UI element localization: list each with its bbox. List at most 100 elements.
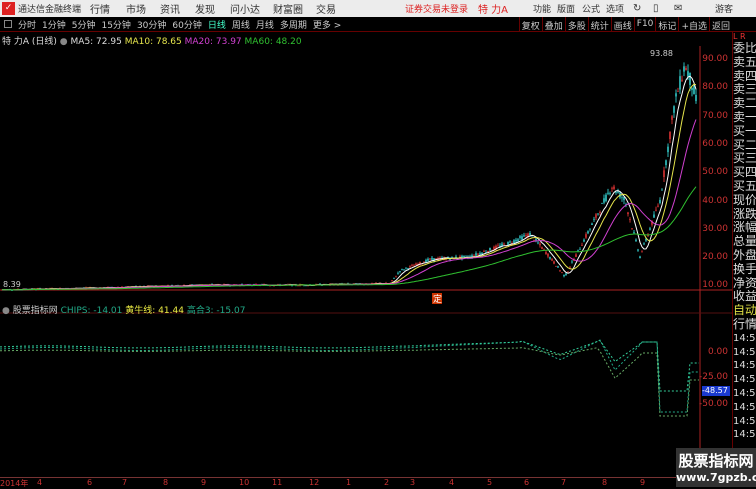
candle-body: [633, 232, 635, 234]
menu-quotes[interactable]: 行情: [90, 5, 110, 16]
side-trade-row: 14:56: [733, 429, 756, 441]
ma5-value: MA5: 72.95: [70, 37, 122, 47]
candle-body: [667, 146, 669, 153]
toolbar-button[interactable]: F10: [633, 17, 656, 32]
toolbar-button[interactable]: +自选: [678, 17, 709, 32]
menu-market[interactable]: 市场: [126, 5, 146, 16]
period-tab[interactable]: 更多 >: [312, 20, 342, 31]
candle-body: [481, 252, 483, 255]
date-tick: 2014年: [0, 479, 29, 488]
candle-body: [557, 266, 559, 268]
user-label[interactable]: 游客: [715, 5, 734, 15]
candle-body: [517, 239, 519, 241]
settings-icon[interactable]: ●: [2, 306, 10, 316]
ma60-line: [2, 186, 697, 291]
candle-body: [673, 106, 675, 113]
candle-body: [499, 245, 501, 248]
side-trade-row: 14:56: [733, 401, 756, 413]
candle-body: [687, 71, 689, 77]
stock-name: 特 力A (日线): [2, 37, 57, 47]
phone-icon[interactable]: ▯: [653, 3, 659, 14]
candle-body: [603, 198, 605, 203]
price-tick: 40.00: [702, 195, 728, 206]
candle-body: [297, 285, 299, 287]
side-trade-row: 14:56: [733, 387, 756, 399]
ma5-line: [2, 75, 697, 291]
date-tick: 10: [239, 478, 250, 487]
settings-icon[interactable]: ●: [59, 37, 68, 47]
period-tab[interactable]: 30分钟: [136, 20, 167, 31]
period-tab[interactable]: 多周期: [279, 20, 307, 31]
candle-body: [501, 243, 503, 247]
candle-body: [487, 250, 489, 253]
candle-body: [563, 274, 565, 277]
message-icon[interactable]: ✉: [674, 3, 683, 14]
toolbar-button[interactable]: 复权: [518, 17, 542, 32]
candle-body: [451, 256, 453, 258]
menu-ask[interactable]: 问小达: [230, 5, 260, 16]
toolbar-button[interactable]: 统计: [587, 17, 611, 32]
candle-body: [407, 268, 409, 270]
indicator-name[interactable]: 股票指标网: [12, 306, 58, 316]
candle-body: [1, 289, 3, 291]
period-tab[interactable]: 周线: [231, 20, 250, 31]
candle-body: [621, 197, 623, 199]
candle-body: [625, 204, 627, 205]
candle-body: [599, 212, 601, 213]
candle-body: [679, 76, 681, 90]
toolbar-button[interactable]: 画线: [610, 17, 634, 32]
date-tick: 6: [524, 478, 530, 487]
ma20-line: [2, 119, 697, 291]
period-tab[interactable]: 1分钟: [42, 20, 66, 31]
side-field: 换手: [733, 262, 756, 276]
indicator-tick: -25.00: [698, 372, 728, 382]
date-tick: 9: [201, 478, 207, 487]
period-tab[interactable]: 月线: [255, 20, 274, 31]
candle-body: [665, 160, 667, 166]
watermark-line2: www.7gpzb.com: [676, 471, 756, 484]
candle-body: [669, 131, 671, 140]
menu-function[interactable]: 功能: [533, 5, 552, 15]
lr-toggle[interactable]: L R: [733, 32, 746, 41]
candle-body: [537, 242, 539, 244]
candle-body: [689, 72, 691, 85]
menu-formula[interactable]: 公式: [582, 5, 601, 15]
candle-body: [469, 256, 471, 258]
period-tab[interactable]: 分时: [18, 20, 37, 31]
price-tick: 30.00: [702, 223, 728, 234]
side-field: 卖五: [733, 55, 756, 69]
toolbar-button[interactable]: 标记: [655, 17, 678, 32]
candle-body: [409, 266, 411, 268]
toolbar-button[interactable]: 多股: [564, 17, 588, 32]
candle-body: [597, 213, 599, 215]
candle-body: [605, 194, 607, 202]
price-tick: 50.00: [702, 167, 728, 178]
period-tab[interactable]: 5分钟: [71, 20, 96, 31]
date-axis: 2014年 4 6 7 8 9 10 11 12 1 2 3 4 5 6 7 8 9: [0, 477, 700, 488]
watermark-line1: 股票指标网: [678, 452, 754, 470]
candle-body: [483, 251, 485, 252]
kline-chart[interactable]: 93.88 8.39 定: [0, 46, 732, 478]
event-marker[interactable]: [432, 293, 442, 304]
toolbar-button[interactable]: 返回: [708, 17, 732, 32]
menu-layout[interactable]: 版面: [557, 5, 576, 15]
menu-trade[interactable]: 交易: [316, 5, 336, 16]
side-trade-row: 行情: [733, 317, 756, 331]
period-tab[interactable]: 日线: [207, 20, 226, 31]
candle-body: [659, 199, 661, 204]
period-tab[interactable]: 60分钟: [172, 20, 202, 31]
login-status[interactable]: 证券交易未登录: [405, 5, 469, 15]
period-tab[interactable]: 15分钟: [101, 20, 131, 31]
candle-body: [543, 248, 545, 250]
menu-options[interactable]: 选项: [606, 5, 625, 15]
candle-body: [535, 238, 537, 241]
date-tick: 7: [561, 478, 567, 487]
toolbar-button[interactable]: 叠加: [541, 17, 565, 32]
candle-body: [595, 214, 597, 218]
candle-body: [521, 236, 523, 240]
menu-news[interactable]: 资讯: [160, 5, 180, 16]
menu-wealth[interactable]: 财富圈: [273, 5, 303, 16]
menu-discover[interactable]: 发现: [195, 5, 215, 16]
refresh-icon[interactable]: ↻: [633, 3, 642, 14]
panel-toggle-icon[interactable]: [4, 20, 12, 28]
